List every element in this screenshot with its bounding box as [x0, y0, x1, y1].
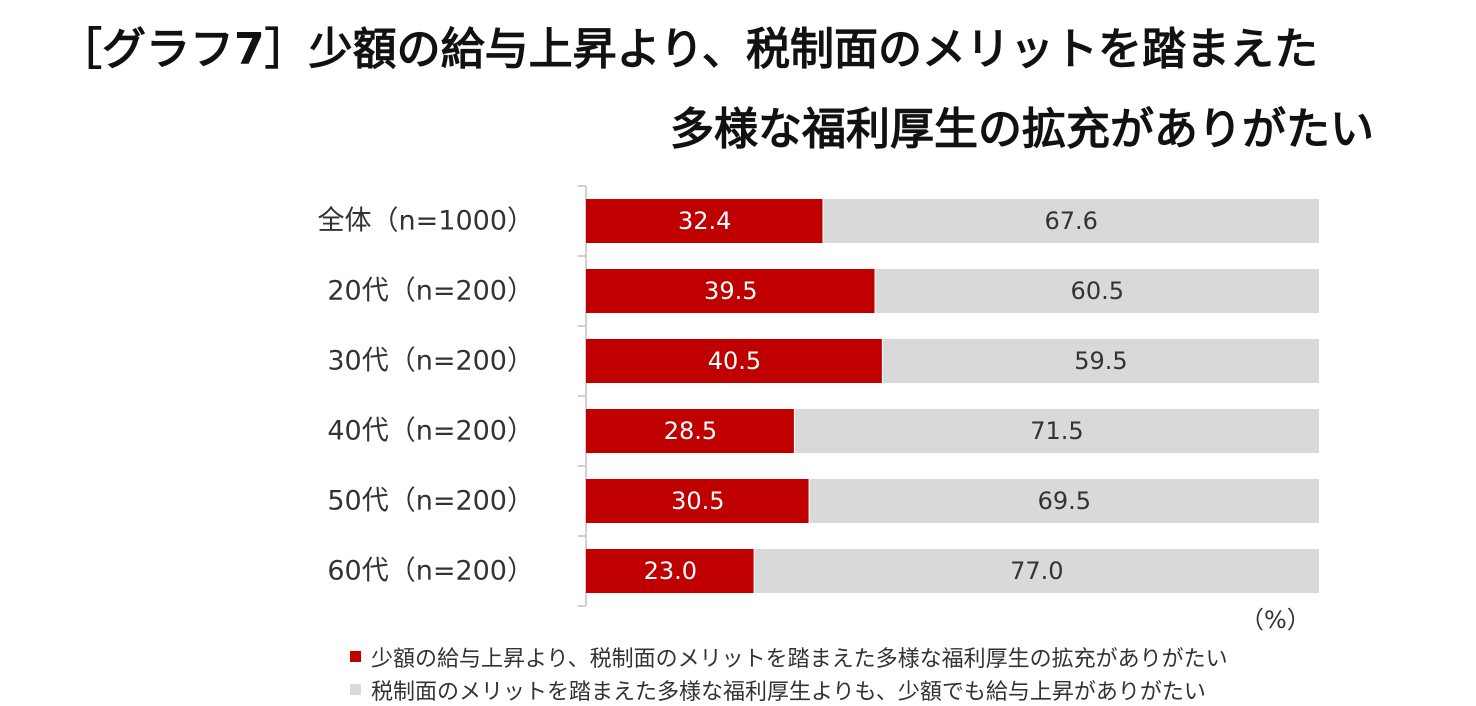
data-label-series-2: 71.5	[1030, 417, 1083, 445]
category-label: 20代（n=200）	[327, 276, 534, 307]
data-label-series-2: 67.6	[1045, 207, 1098, 235]
data-label-series-2: 60.5	[1071, 277, 1124, 305]
bar-series-2	[875, 269, 1319, 313]
bar-series-2	[754, 549, 1319, 593]
unit-label: （%）	[1240, 606, 1311, 634]
category-label: 60代（n=200）	[327, 556, 534, 587]
chart-title-line-1: ［グラフ7］少額の給与上昇より、税制面のメリットを踏まえた	[58, 24, 1318, 75]
data-label-series-1: 30.5	[671, 487, 724, 515]
bar-series-1	[586, 549, 755, 593]
category-label: 40代（n=200）	[327, 416, 534, 447]
legend-label-series-2: 税制面のメリットを踏まえた多様な福利厚生よりも、少額でも給与上昇がありがたい	[371, 679, 1206, 705]
data-label-series-2: 59.5	[1074, 347, 1127, 375]
data-label-series-2: 77.0	[1010, 557, 1063, 585]
data-label-series-1: 28.5	[664, 417, 717, 445]
legend-item-series-2: 税制面のメリットを踏まえた多様な福利厚生よりも、少額でも給与上昇がありがたい	[350, 673, 1228, 706]
bar-series-2	[823, 199, 1319, 243]
bar-series-2	[794, 409, 1319, 453]
category-label: 30代（n=200）	[327, 346, 534, 377]
data-label-series-1: 39.5	[704, 277, 757, 305]
data-label-series-1: 23.0	[644, 557, 697, 585]
data-label-series-2: 69.5	[1038, 487, 1091, 515]
legend-swatch-series-1	[350, 651, 361, 662]
data-label-series-1: 40.5	[708, 347, 761, 375]
category-label: 全体（n=1000）	[318, 206, 534, 237]
bar-series-1	[586, 269, 876, 313]
bar-series-1	[586, 199, 824, 243]
legend-label-series-1: 少額の給与上昇より、税制面のメリットを踏まえた多様な福利厚生の拡充がありがたい	[371, 646, 1228, 672]
bar-series-1	[586, 409, 795, 453]
legend-swatch-series-2	[350, 684, 361, 695]
category-label: 50代（n=200）	[327, 486, 534, 517]
legend-item-series-1: 少額の給与上昇より、税制面のメリットを踏まえた多様な福利厚生の拡充がありがたい	[350, 640, 1228, 673]
chart-title-line-2: 多様な福利厚生の拡充がありがたい	[670, 104, 1374, 155]
bar-series-2	[882, 339, 1319, 383]
bar-series-1	[586, 339, 883, 383]
bar-series-2	[809, 479, 1319, 523]
data-label-series-1: 32.4	[678, 207, 731, 235]
legend: 少額の給与上昇より、税制面のメリットを踏まえた多様な福利厚生の拡充がありがたい …	[350, 640, 1228, 706]
bar-series-1	[586, 479, 810, 523]
